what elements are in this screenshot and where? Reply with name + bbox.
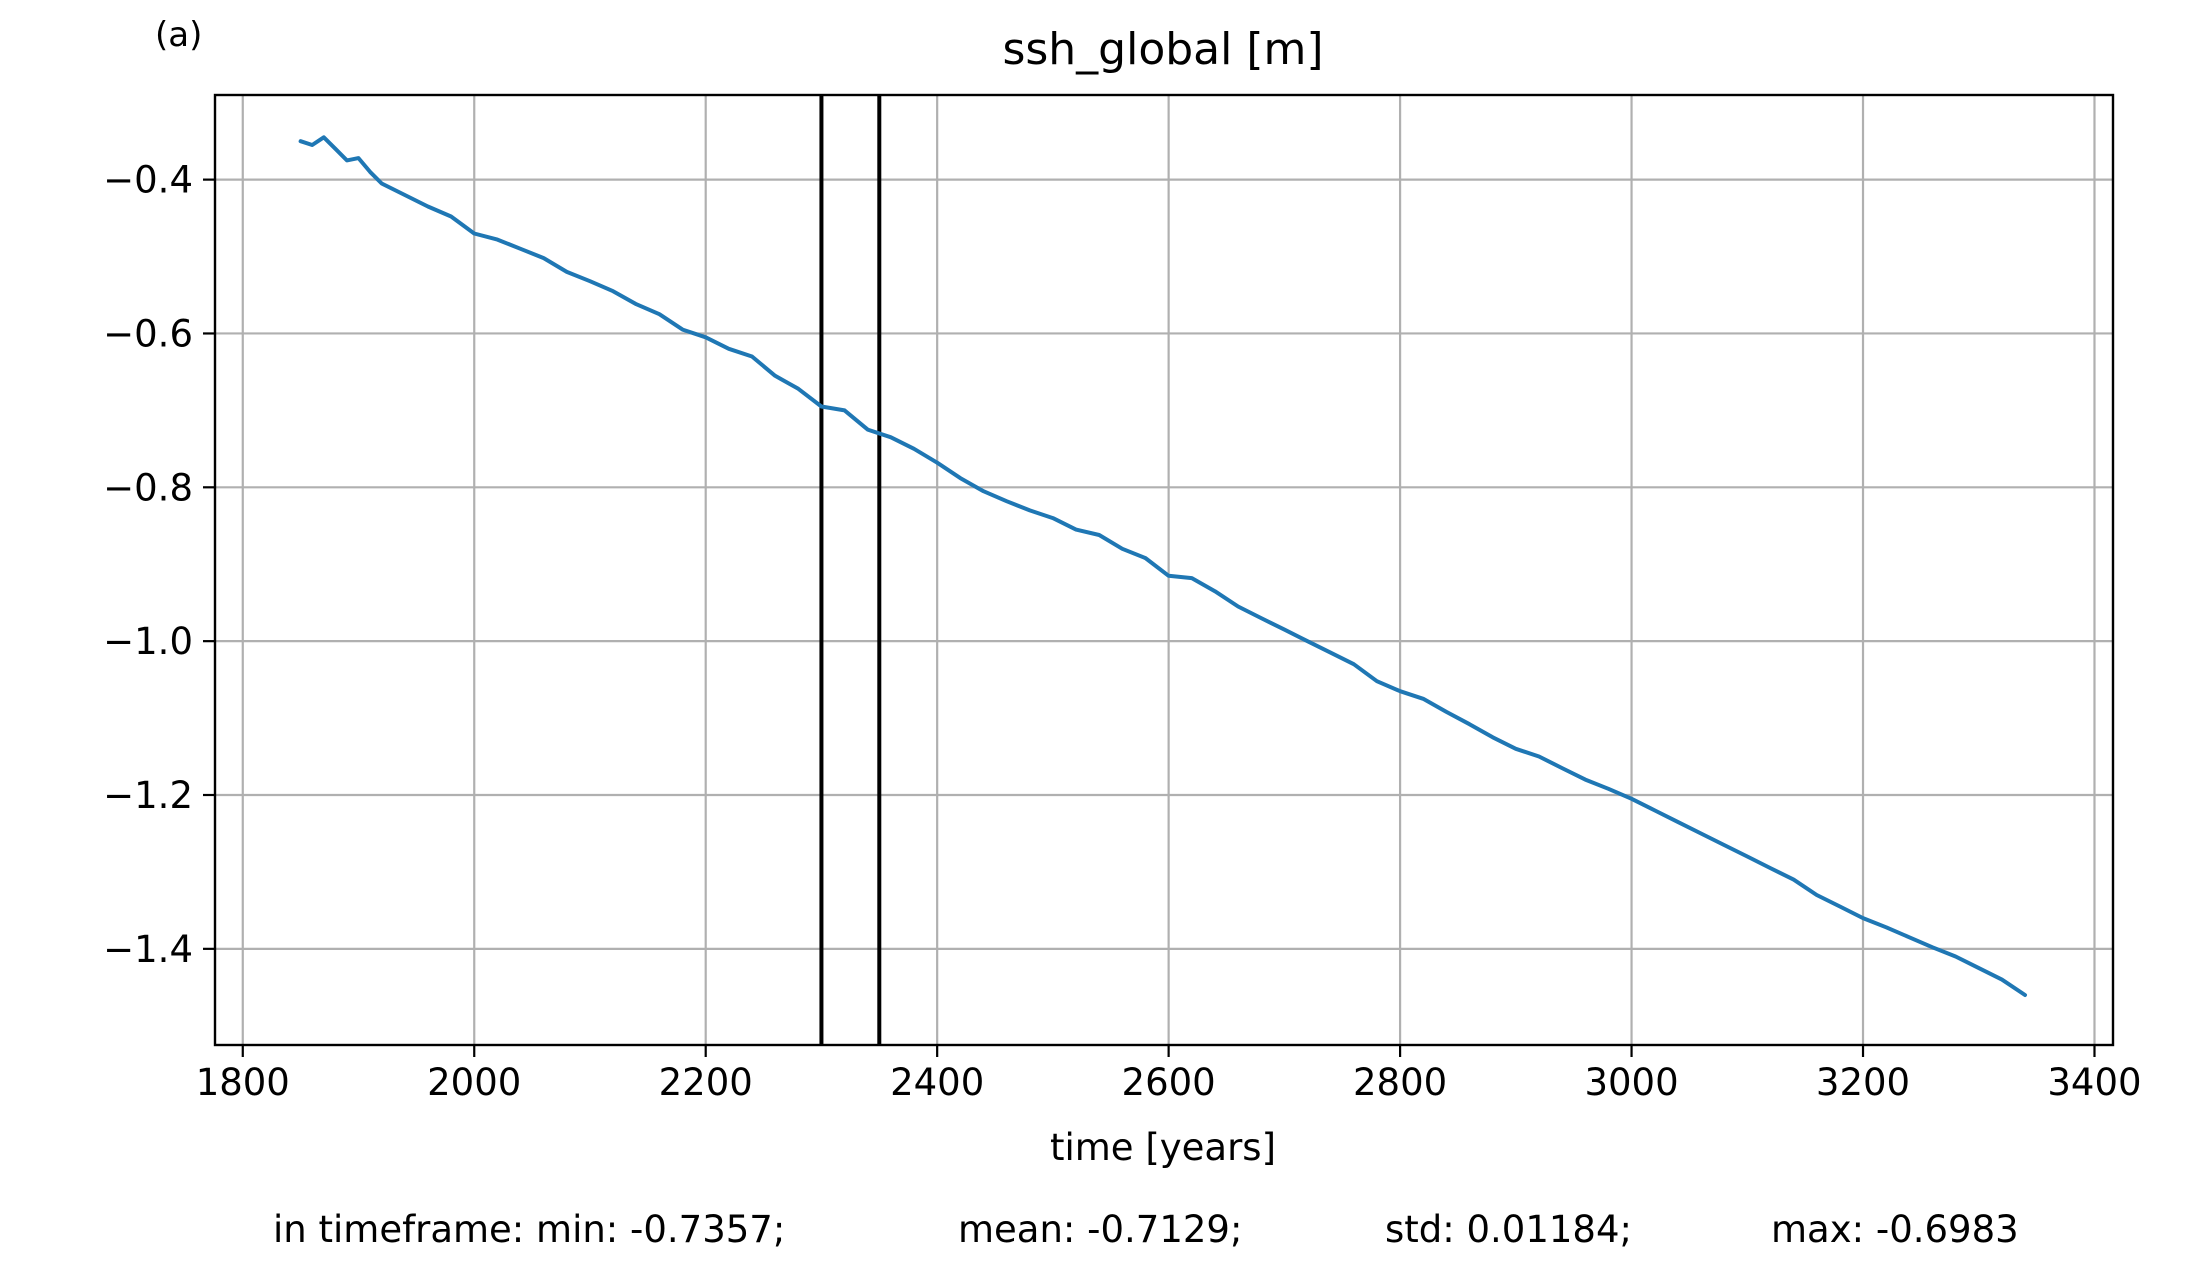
series-group <box>298 135 2027 997</box>
y-ticks: −0.4 −0.6 −0.8 −1.0 −1.2 −1.4 <box>103 159 215 971</box>
x-tick-label: 3000 <box>1584 1061 1678 1104</box>
y-tick-label: −0.8 <box>103 466 193 509</box>
x-tick-label: 2000 <box>427 1061 521 1104</box>
y-tick-label: −0.6 <box>103 312 193 355</box>
x-tick-label: 2200 <box>659 1061 753 1104</box>
y-tick-label: −1.0 <box>103 620 193 663</box>
plot-frame <box>213 93 2115 1047</box>
stat-std: std: 0.01184; <box>1385 1208 1632 1251</box>
x-tick-label: 2400 <box>890 1061 984 1104</box>
series-line <box>298 135 2027 997</box>
y-tick-label: −1.2 <box>103 774 193 817</box>
grid <box>215 95 2113 1045</box>
x-tick-label: 3200 <box>1816 1061 1910 1104</box>
y-tick-label: −1.4 <box>103 928 193 971</box>
x-tick-label: 2800 <box>1353 1061 1447 1104</box>
x-tick-label: 1800 <box>196 1061 290 1104</box>
x-ticks: 1800 2000 2200 2400 2600 2800 3000 3200 3400 <box>196 1045 2142 1104</box>
y-tick-label: −0.4 <box>103 159 193 202</box>
vertical-markers <box>819 95 882 1045</box>
stat-max: max: -0.6983 <box>1771 1208 2019 1251</box>
stat-mean: mean: -0.7129; <box>958 1208 1242 1251</box>
x-tick-label: 2600 <box>1122 1061 1216 1104</box>
panel-label: (a) <box>155 15 202 55</box>
stat-min: in timeframe: min: -0.7357; <box>273 1208 785 1251</box>
x-tick-label: 3400 <box>2047 1061 2141 1104</box>
x-axis-label: time [years] <box>1050 1126 1276 1169</box>
chart-title: ssh_global [m] <box>1002 24 1323 75</box>
